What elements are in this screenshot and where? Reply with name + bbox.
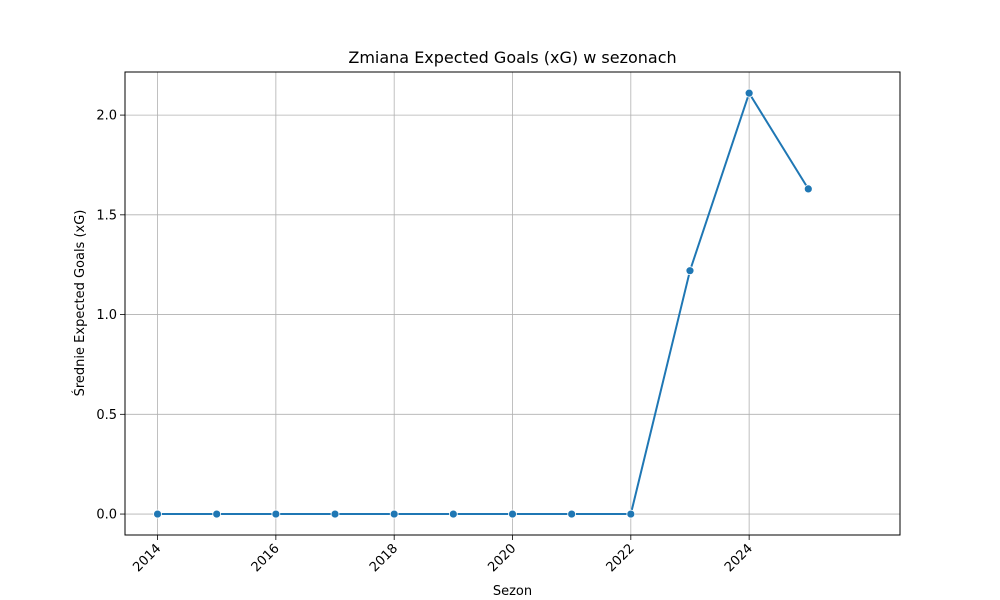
- data-point: [389, 509, 399, 519]
- data-point: [271, 509, 281, 519]
- data-point: [330, 509, 340, 519]
- data-point: [744, 88, 754, 98]
- y-tick-label: 0.5: [96, 408, 117, 423]
- x-tick-label: 2020: [485, 541, 519, 575]
- data-point: [212, 509, 222, 519]
- chart-title: Zmiana Expected Goals (xG) w sezonach: [348, 48, 676, 67]
- data-point: [508, 509, 517, 519]
- data-point: [685, 266, 695, 276]
- x-tick-label: 2024: [722, 541, 756, 575]
- y-tick-label: 2.0: [96, 109, 117, 124]
- x-axis-title: Sezon: [493, 584, 532, 599]
- data-point: [153, 509, 162, 519]
- y-tick-label: 1.0: [96, 308, 117, 323]
- data-point: [567, 509, 577, 519]
- grid: [125, 72, 900, 535]
- y-tick-label: 1.5: [96, 208, 117, 223]
- data-point: [803, 184, 813, 194]
- x-tick-label: 2016: [249, 541, 283, 575]
- y-axis-title: Średnie Expected Goals (xG): [72, 210, 88, 397]
- x-tick-label: 2014: [130, 541, 164, 575]
- data-point: [626, 509, 636, 519]
- data-point: [448, 509, 458, 519]
- y-tick-label: 0.0: [96, 508, 117, 523]
- x-tick-label: 2018: [367, 541, 401, 575]
- x-tick-label: 2022: [604, 541, 638, 575]
- series-line: [157, 92, 810, 516]
- series: [153, 88, 813, 519]
- axis-ticks: 2014 2016 2018 2020 2022 2024 0.0 0.5 1.0 1.5 2.0: [96, 109, 756, 576]
